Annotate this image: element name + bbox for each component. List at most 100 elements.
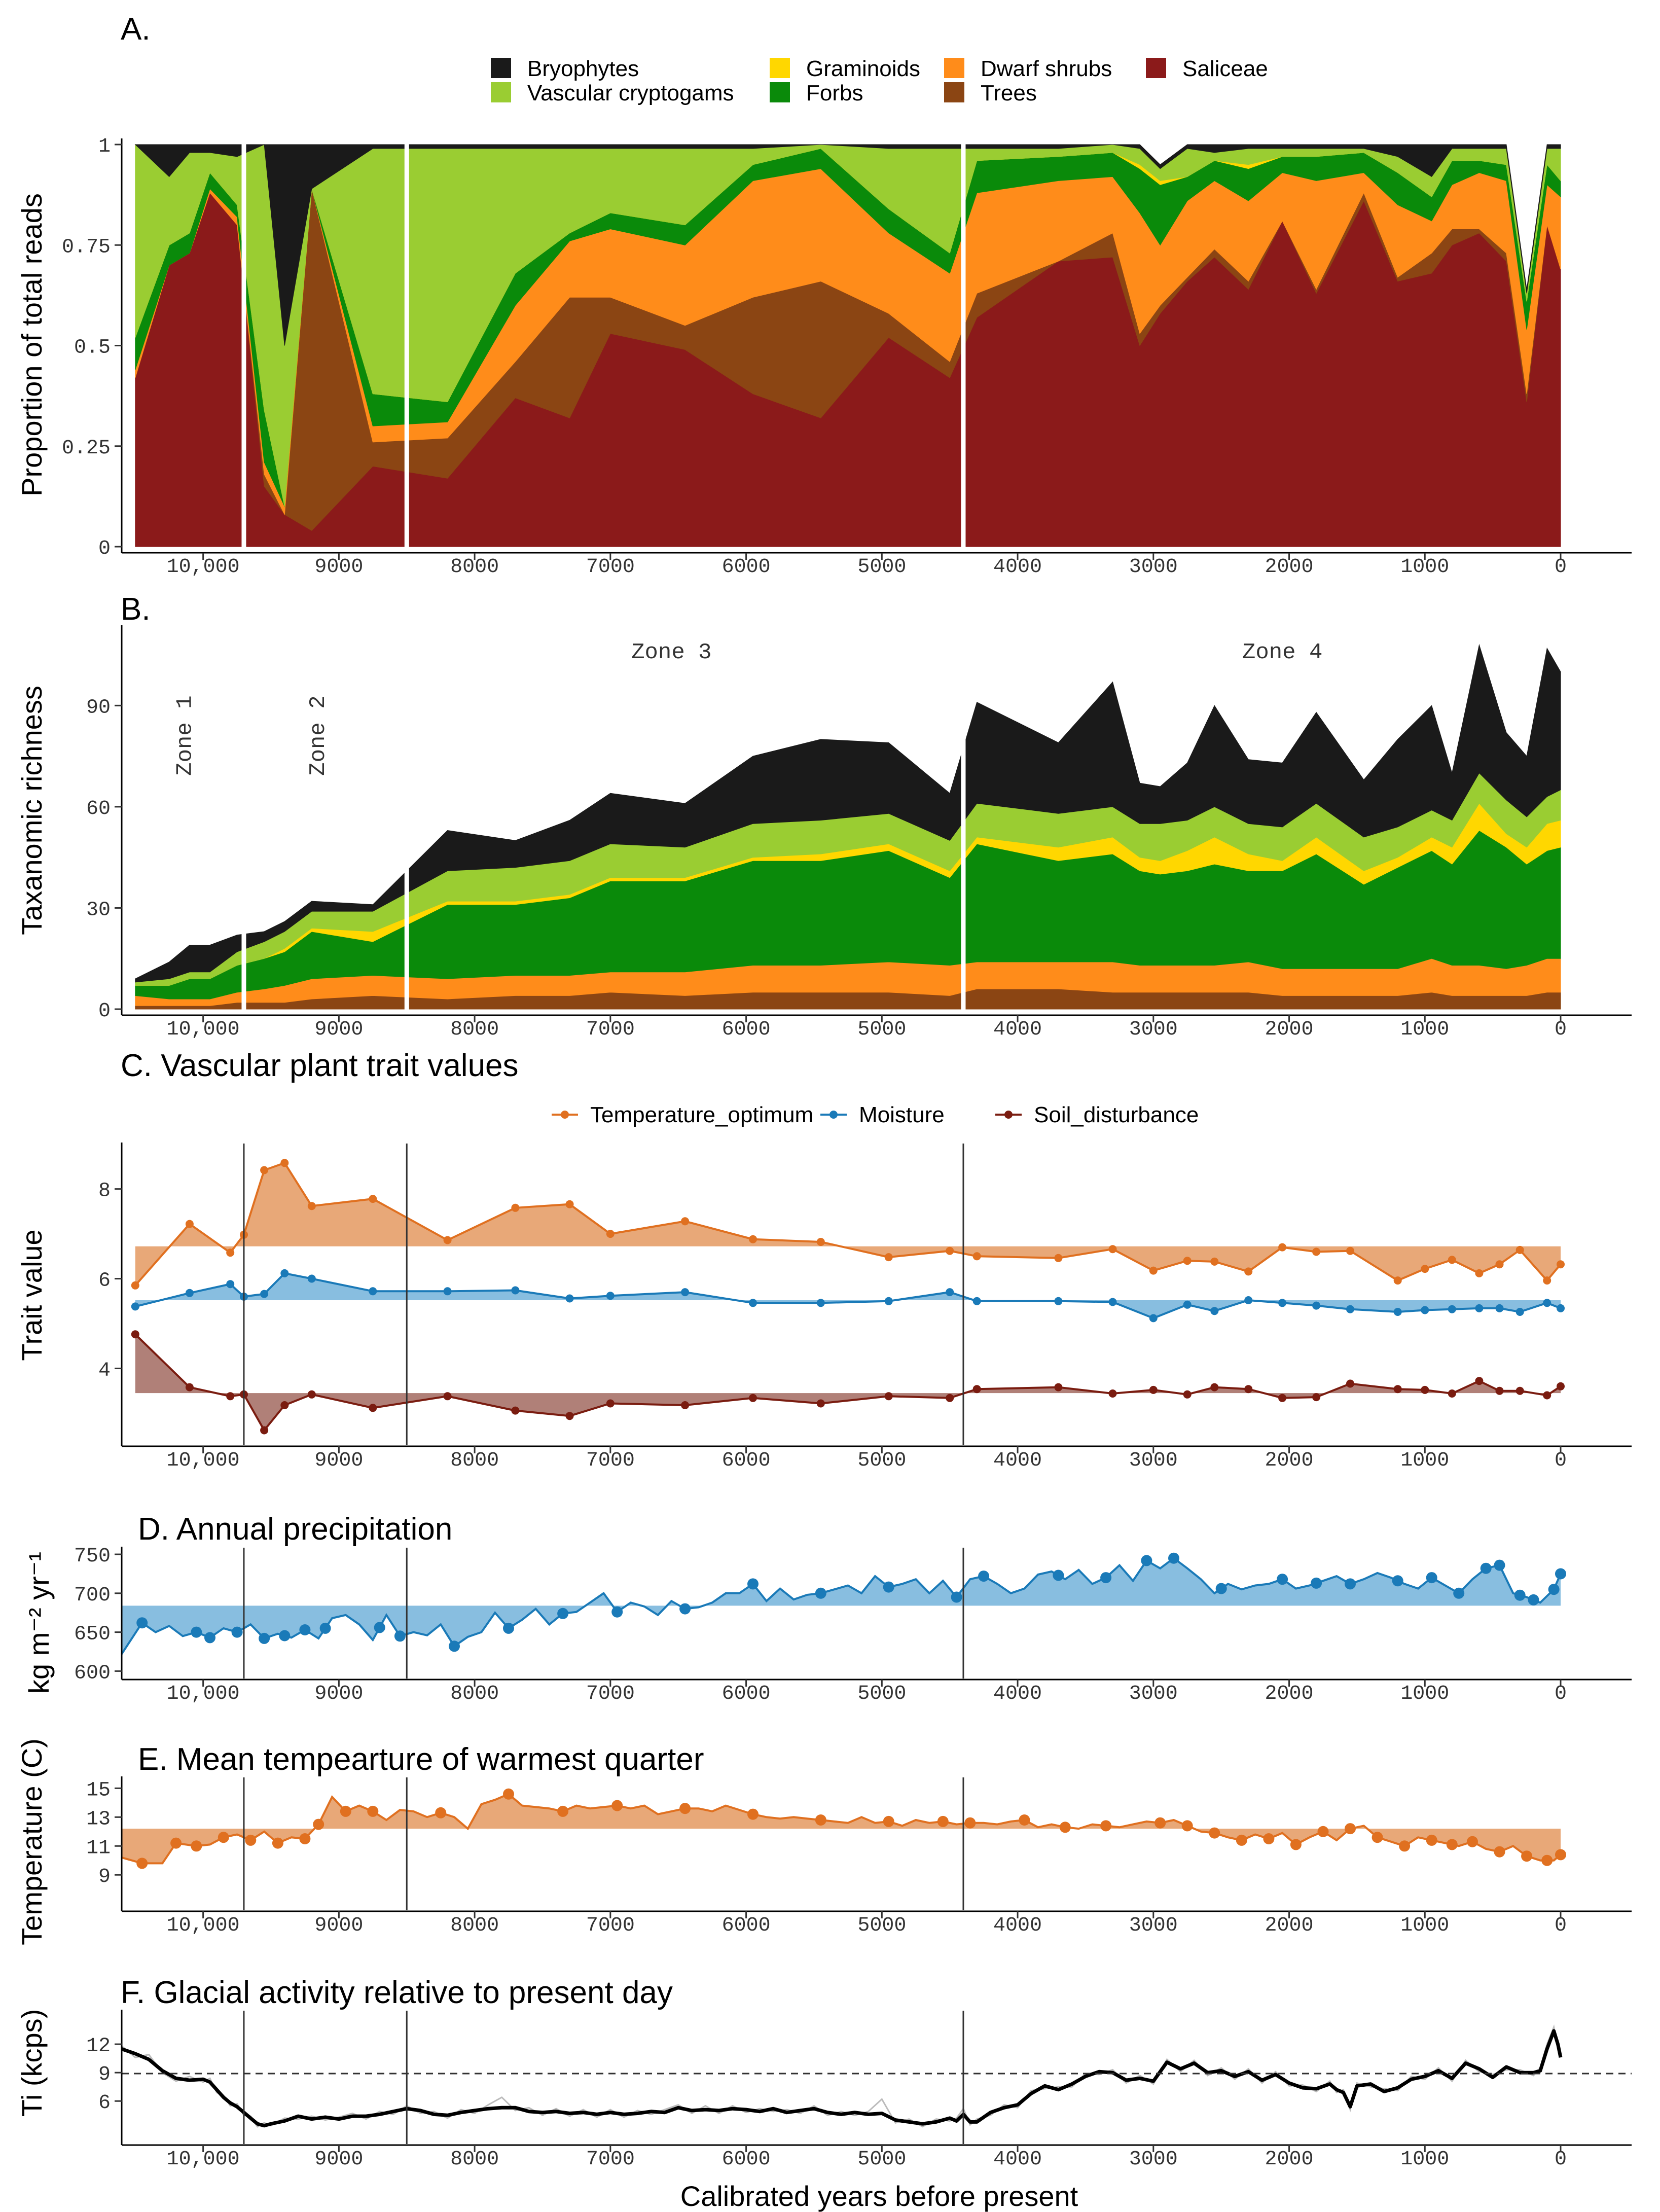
legend-point-temperature-optimum xyxy=(561,1111,569,1119)
panel-f-x-tick-label: 9000 xyxy=(314,2148,363,2171)
moisture-point xyxy=(1108,1298,1117,1306)
moisture-point xyxy=(1183,1300,1192,1309)
temperature-optimum-point xyxy=(1346,1246,1354,1255)
precipitation-point xyxy=(1100,1572,1112,1584)
panel-a-y-tick-label: 1 xyxy=(98,135,111,158)
panel-e: E. Mean tempearture of warmest quarter T… xyxy=(16,1738,1632,1945)
precipitation-point xyxy=(1345,1578,1356,1590)
temperature-point xyxy=(435,1807,447,1818)
panel-a-y-tick-label: 0.75 xyxy=(62,236,111,259)
panel-e-x-tick-label: 0 xyxy=(1555,1914,1567,1937)
legend-label-graminoids: Graminoids xyxy=(806,56,920,81)
panel-c-x-tick-label: 6000 xyxy=(722,1449,771,1472)
legend-swatch-vascular-cryptogams xyxy=(491,82,511,102)
temperature-point xyxy=(679,1803,691,1814)
panel-f-x-tick-label: 6000 xyxy=(722,2148,771,2171)
moisture-point xyxy=(565,1294,574,1303)
moisture-deviation-fill xyxy=(135,1273,1561,1318)
panel-d-x-tick-label: 10,000 xyxy=(167,1683,240,1705)
precipitation-point xyxy=(319,1622,331,1634)
panel-a-x-tick-label: 6000 xyxy=(722,556,771,579)
panel-e-x-tick-label: 8000 xyxy=(450,1914,499,1937)
precipitation-point xyxy=(557,1608,569,1619)
moisture-point xyxy=(511,1286,520,1295)
precipitation-point xyxy=(815,1587,826,1599)
legend-swatch-bryophytes xyxy=(491,58,511,78)
panel-e-y-tick-label: 9 xyxy=(98,1866,111,1888)
panel-a-y-tick-label: 0 xyxy=(98,538,111,560)
legend-point-moisture xyxy=(829,1111,838,1119)
precipitation-point xyxy=(259,1632,270,1644)
panel-a-y-tick-label: 0.25 xyxy=(62,437,111,460)
soil-disturbance-point xyxy=(260,1426,269,1435)
panel-b-y-tick-label: 90 xyxy=(86,696,111,719)
precipitation-point xyxy=(1168,1552,1179,1564)
moisture-point xyxy=(131,1302,139,1311)
soil-disturbance-point xyxy=(369,1404,377,1412)
temperature-optimum-point xyxy=(1495,1260,1504,1269)
precipitation-point xyxy=(394,1630,406,1642)
temperature-point xyxy=(1263,1833,1275,1844)
moisture-point xyxy=(1149,1314,1158,1323)
panel-c-x-tick-label: 8000 xyxy=(450,1449,499,1472)
temperature-point xyxy=(218,1832,229,1843)
panel-e-x-tick-label: 2000 xyxy=(1265,1914,1314,1937)
panel-b-x-tick-label: 2000 xyxy=(1265,1018,1314,1041)
panel-d: D. Annual precipitation kg m⁻² yr⁻¹ 10,0… xyxy=(23,1512,1632,1705)
zone-label: Zone 3 xyxy=(631,640,711,665)
panel-f-chart-area: 10,000 9000 8000 7000 6000 5000 4000 3000 2000 10… xyxy=(86,2010,1632,2171)
temperature-point xyxy=(367,1805,379,1817)
panel-c-x-tick-label: 9000 xyxy=(314,1449,363,1472)
temperature-optimum-point xyxy=(226,1248,235,1257)
temperature-point xyxy=(245,1834,257,1846)
panel-b-y-axis-title: Taxanomic richness xyxy=(16,686,48,935)
soil-disturbance-point xyxy=(1108,1389,1117,1398)
panel-c-x-tick-label: 7000 xyxy=(586,1449,635,1472)
precipitation-point xyxy=(883,1581,894,1593)
soil-disturbance-point xyxy=(749,1394,757,1402)
panel-d-x-tick-label: 7000 xyxy=(586,1683,635,1705)
temperature-optimum-point xyxy=(1210,1257,1219,1266)
moisture-point xyxy=(1210,1307,1219,1315)
precipitation-deviation-fill xyxy=(122,1558,1561,1654)
temperature-point xyxy=(1290,1839,1302,1850)
temperature-optimum-point xyxy=(749,1235,757,1243)
temperature-point xyxy=(1426,1834,1437,1846)
precipitation-point xyxy=(1392,1575,1403,1587)
panel-f-x-tick-label: 4000 xyxy=(993,2148,1042,2171)
panel-e-x-tick-label: 9000 xyxy=(314,1914,363,1937)
soil-disturbance-point xyxy=(226,1392,235,1401)
panel-e-x-tick-label: 4000 xyxy=(993,1914,1042,1937)
panel-b-x-tick-label: 6000 xyxy=(722,1018,771,1041)
temperature-point xyxy=(136,1858,148,1869)
zone-label: Zone 2 xyxy=(306,695,331,775)
temperature-optimum-point xyxy=(1557,1260,1565,1269)
panel-c-x-tick-label: 1000 xyxy=(1400,1449,1449,1472)
temperature-point xyxy=(1209,1827,1220,1839)
panel-f-y-axis-title: Ti (kcps) xyxy=(16,2009,48,2117)
temperature-point xyxy=(299,1833,311,1844)
soil-disturbance-point xyxy=(131,1330,139,1339)
soil-disturbance-point xyxy=(185,1383,194,1392)
precipitation-point xyxy=(1053,1569,1064,1581)
panel-d-y-axis-title: kg m⁻² yr⁻¹ xyxy=(23,1552,55,1694)
temperature-optimum-point xyxy=(260,1166,269,1174)
soil-disturbance-point xyxy=(511,1406,520,1415)
precipitation-point xyxy=(1555,1568,1566,1580)
soil-disturbance-point xyxy=(946,1394,954,1402)
moisture-point xyxy=(260,1290,269,1298)
legend-swatch-trees xyxy=(944,82,964,102)
temperature-optimum-point xyxy=(1515,1245,1524,1254)
area-series-bryophytes xyxy=(135,644,1561,983)
precipitation-point xyxy=(1311,1577,1322,1589)
temperature-point xyxy=(191,1840,202,1852)
temperature-deviation-fill xyxy=(122,1794,1561,1864)
soil-disturbance-point xyxy=(1557,1382,1565,1390)
soil-disturbance-point xyxy=(1495,1386,1504,1395)
moisture-point xyxy=(1421,1306,1429,1314)
precipitation-point xyxy=(951,1591,962,1603)
moisture-point xyxy=(1475,1304,1484,1312)
moisture-point xyxy=(1346,1305,1354,1313)
temperature-optimum-point xyxy=(884,1253,893,1262)
precipitation-point xyxy=(279,1630,291,1642)
